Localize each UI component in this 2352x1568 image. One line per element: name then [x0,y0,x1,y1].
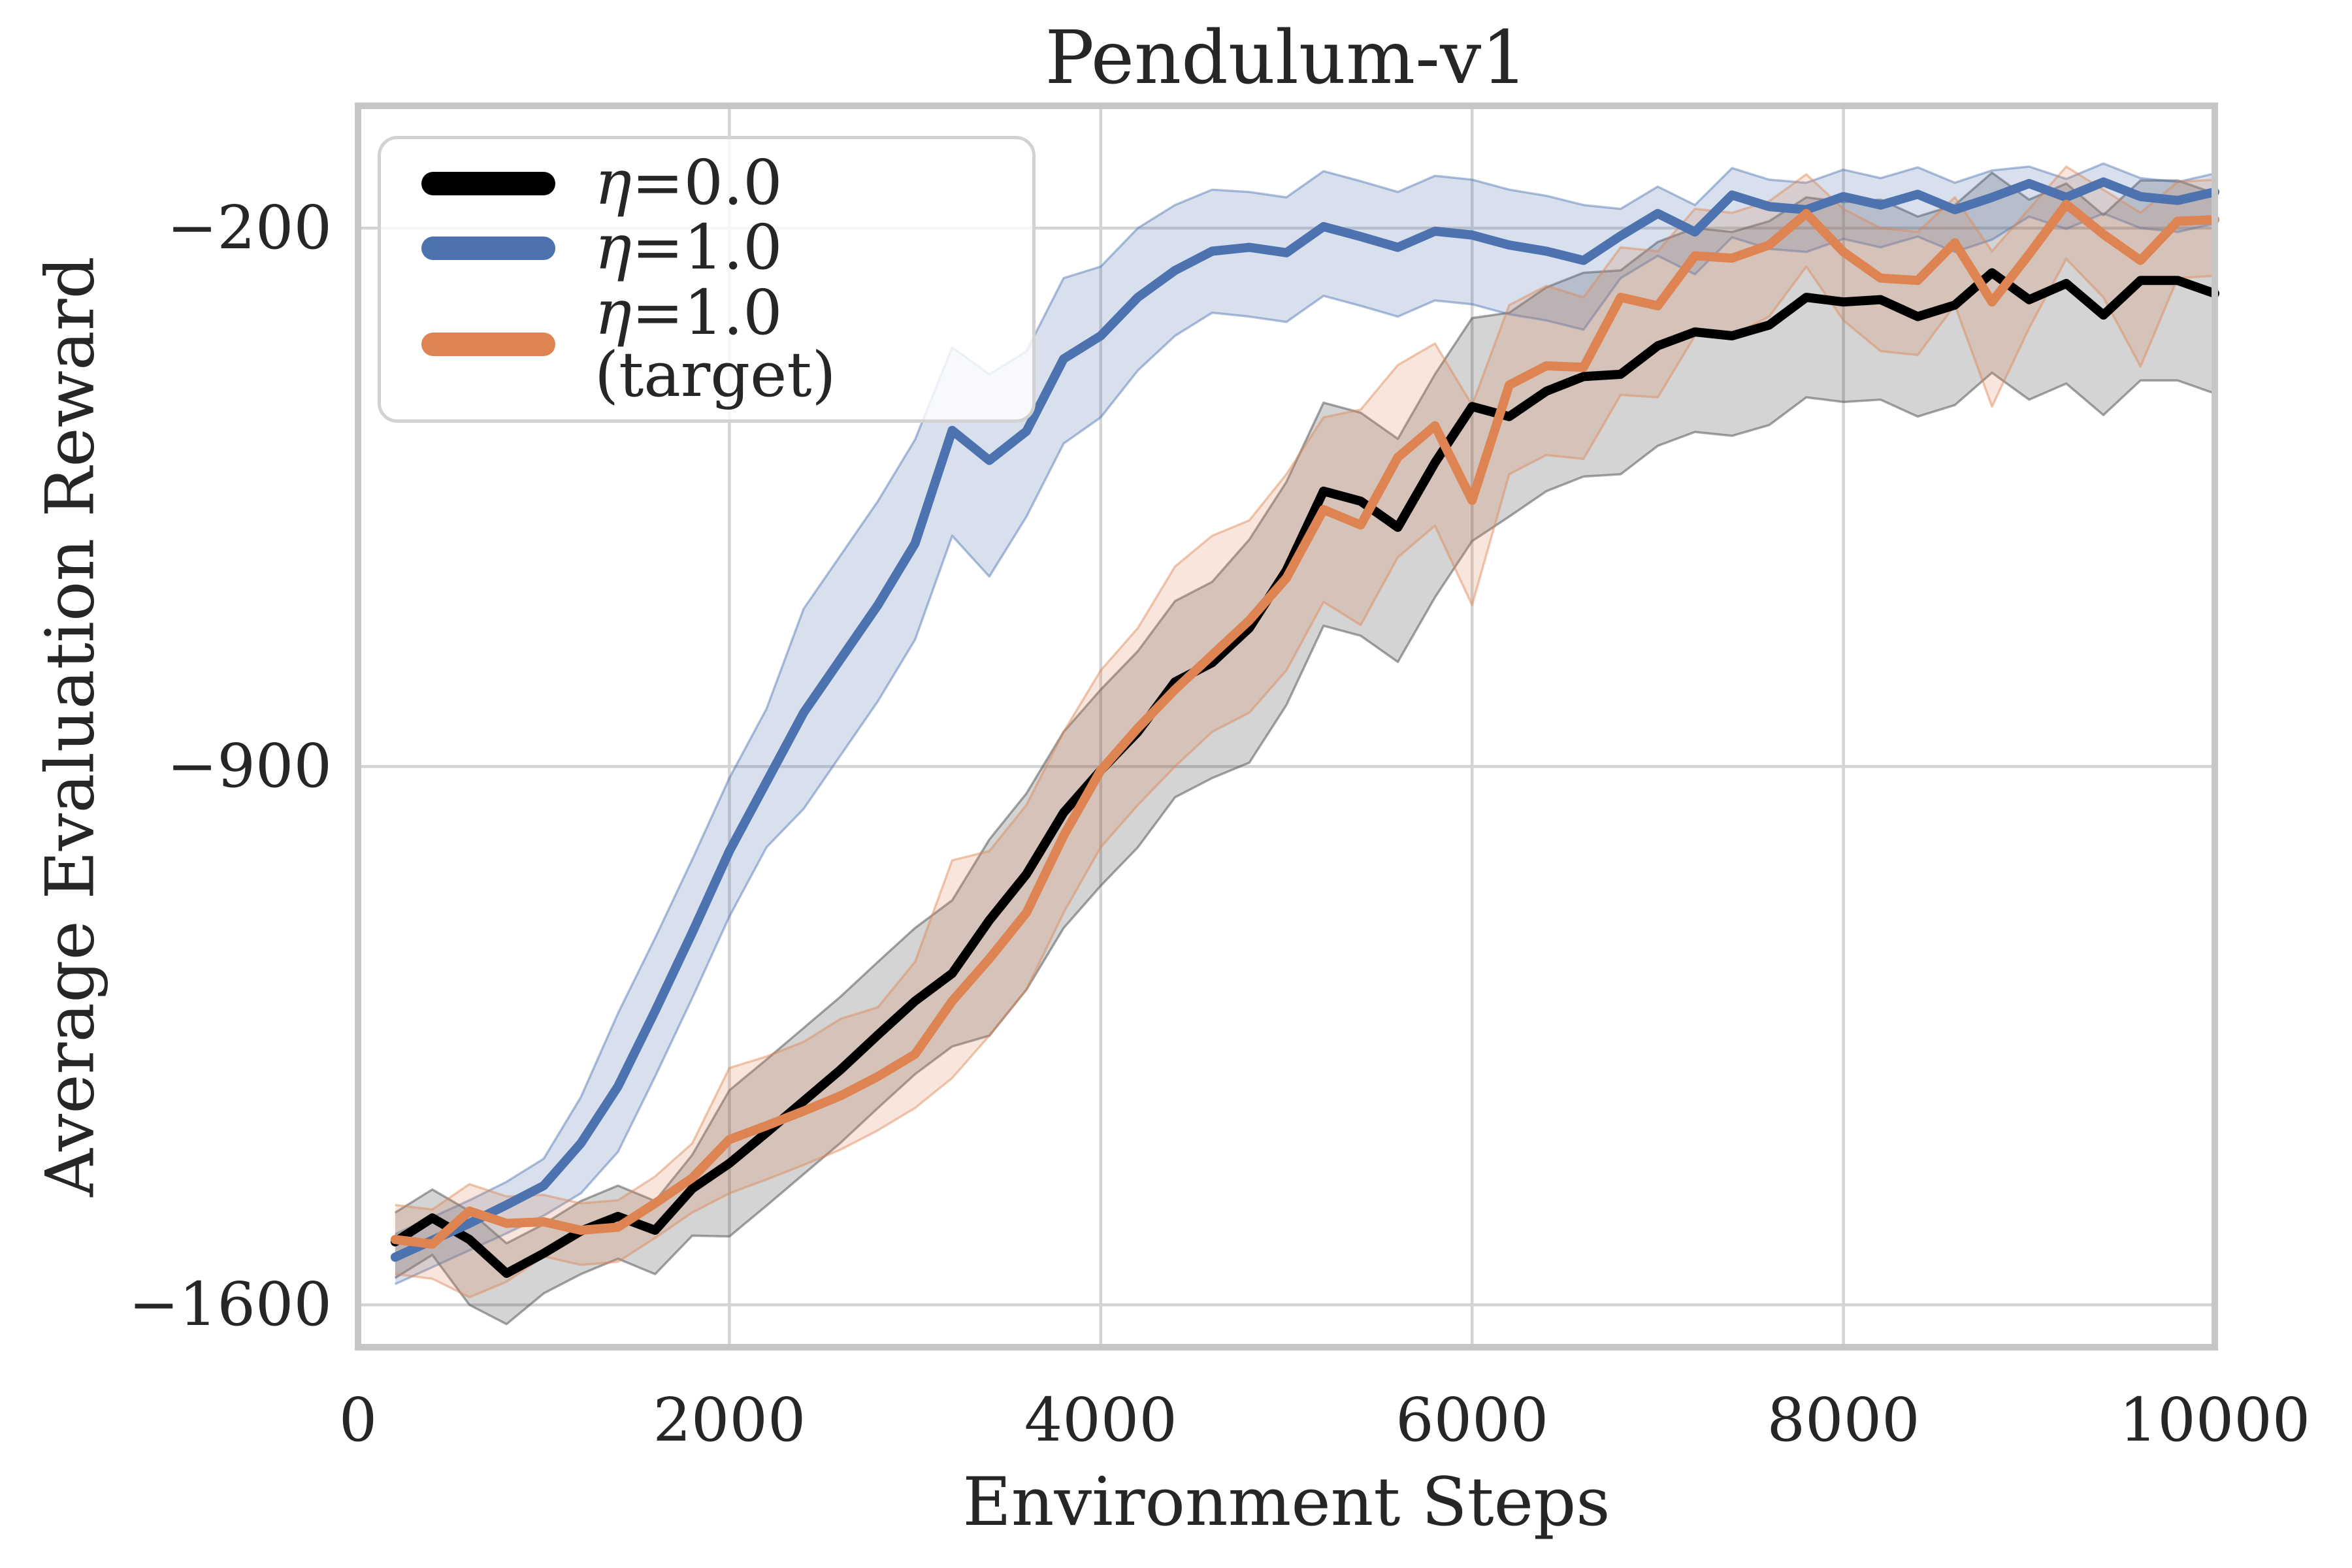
band-edge-upper [394,171,2215,1245]
legend-label: η=0.0 [595,152,783,214]
confidence-band [395,172,2215,1324]
x-tick-label: 6000 [1396,1385,1549,1455]
axes-spines [355,103,2218,1350]
legend-item-eta-1.0: η=1.0 [381,217,1032,279]
legend-swatch-eta-0.0 [421,171,555,195]
confidence-band [395,166,2215,1298]
x-tick-label: 10000 [2119,1385,2311,1455]
legend-label-text: =1.0 (target) [595,276,836,411]
legend-label-text: =0.0 [631,147,783,220]
legend-item-eta-1.0-target: η=1.0 (target) [381,282,1032,406]
series-line [390,199,2219,1249]
series-line [390,268,2219,1278]
legend-swatch-eta-1.0-target [421,332,555,356]
legend: η=0.0 η=1.0 η=1.0 (target) [378,136,1036,423]
legend-label-text: =1.0 [631,212,783,284]
band-edge-lower [394,371,2215,1326]
y-tick-label: −900 [167,731,332,802]
confidence-band [395,163,2215,1284]
eta-symbol: η [595,212,632,284]
legend-label: η=1.0 [595,217,783,279]
band-edge-lower [395,212,2215,1286]
x-tick-label: 4000 [1024,1385,1177,1455]
legend-label: η=1.0 (target) [595,282,1032,406]
chart-title: Pendulum-v1 [1045,16,1528,101]
eta-symbol: η [595,276,632,349]
legend-swatch-eta-1.0 [421,236,555,260]
y-axis-label: Average Evaluation Reward [31,256,110,1197]
eta-symbol: η [595,147,632,220]
band-edge-lower [395,257,2215,1299]
x-tick-label: 8000 [1767,1385,1920,1455]
y-tick-label: −1600 [128,1269,332,1340]
x-axis-label: Environment Steps [962,1463,1610,1541]
legend-item-eta-0.0: η=0.0 [381,152,1032,214]
y-tick-label: −200 [167,193,332,263]
x-tick-label: 0 [338,1385,378,1455]
band-edge-upper [395,165,2215,1211]
series-line [390,177,2219,1262]
x-tick-label: 2000 [653,1385,806,1455]
band-edge-upper [395,162,2215,1235]
